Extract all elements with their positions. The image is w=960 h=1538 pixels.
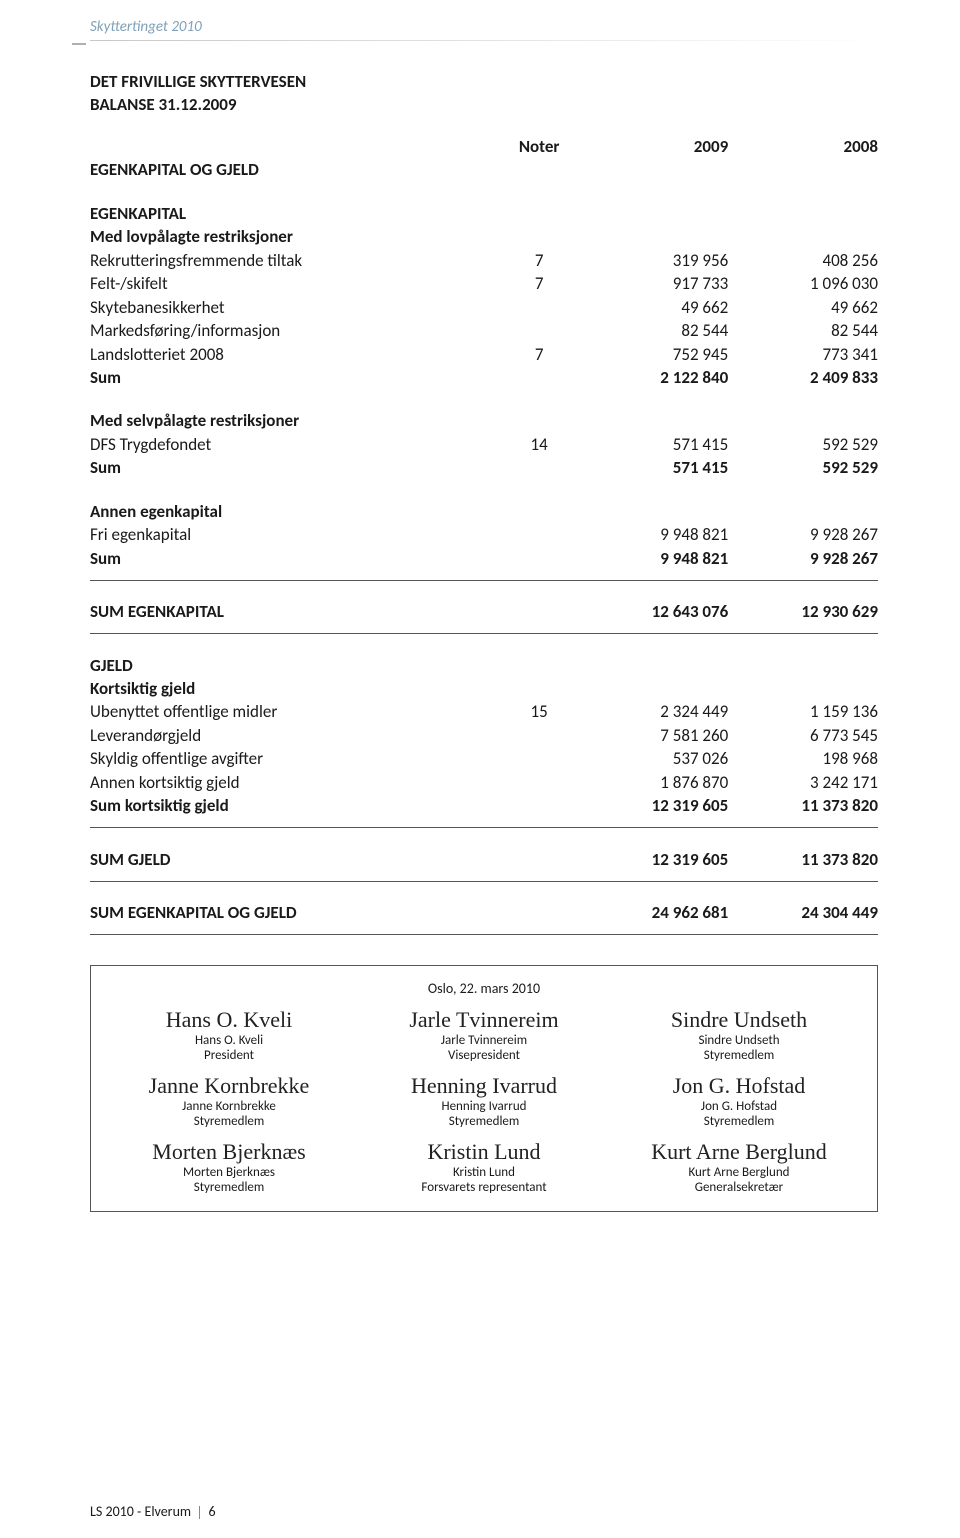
signature-name: Kristin Lund [364, 1165, 604, 1180]
signature-handwriting: Kurt Arne Berglund [619, 1133, 859, 1163]
balance-table: Noter 2009 2008 EGENKAPITAL OG GJELD EGE… [90, 135, 878, 935]
col-2009: 2009 [579, 135, 729, 158]
signature-handwriting: Hans O. Kveli [109, 1001, 349, 1031]
sum-row: Sum 9 948 821 9 928 267 [90, 547, 878, 570]
sum-row: Sum 2 122 840 2 409 833 [90, 366, 878, 389]
signature-row: Morten Bjerknæs Morten Bjerknæs Styremed… [109, 1133, 859, 1195]
table-row: Fri egenkapital 9 948 821 9 928 267 [90, 523, 878, 546]
section-gjeld: GJELD [90, 654, 878, 677]
table-row: Felt-/skifelt 7 917 733 1 096 030 [90, 272, 878, 295]
signature-handwriting: Jarle Tvinnereim [364, 1001, 604, 1031]
signature-role: Styremedlem [619, 1048, 859, 1063]
col-2008: 2008 [728, 135, 878, 158]
section-annen: Annen egenkapital [90, 500, 878, 523]
section-med-lov: Med lovpålagte restriksjoner [90, 225, 878, 248]
section-med-selv: Med selvpålagte restriksjoner [90, 409, 878, 432]
signature-cell: Jarle Tvinnereim Jarle Tvinnereim Visepr… [364, 1001, 604, 1063]
sum-row: Sum kortsiktig gjeld 12 319 605 11 373 8… [90, 794, 878, 817]
header-divider [90, 40, 878, 41]
signature-handwriting: Morten Bjerknæs [109, 1133, 349, 1163]
row-label: Rekrutteringsfremmende tiltak [90, 249, 500, 272]
signature-name: Morten Bjerknæs [109, 1165, 349, 1180]
signature-row: Janne Kornbrekke Janne Kornbrekke Styrem… [109, 1067, 859, 1129]
signature-role: Styremedlem [364, 1114, 604, 1129]
signature-handwriting: Kristin Lund [364, 1133, 604, 1163]
footer-divider [199, 1506, 200, 1519]
signature-name: Jarle Tvinnereim [364, 1033, 604, 1048]
signature-name: Jon G. Hofstad [619, 1099, 859, 1114]
signature-name: Henning Ivarrud [364, 1099, 604, 1114]
label: Med lovpålagte restriksjoner [90, 225, 500, 248]
signature-role: Visepresident [364, 1048, 604, 1063]
signature-cell: Hans O. Kveli Hans O. Kveli President [109, 1001, 349, 1063]
row-note: 7 [500, 249, 579, 272]
signature-role: Generalsekretær [619, 1180, 859, 1195]
footer-location: LS 2010 - Elverum [90, 1503, 191, 1520]
sum-total-row: SUM EGENKAPITAL OG GJELD 24 962 681 24 3… [90, 901, 878, 924]
signature-name: Sindre Undseth [619, 1033, 859, 1048]
section-egenkapital-og-gjeld: EGENKAPITAL OG GJELD [90, 158, 878, 181]
row-2009: 319 956 [579, 249, 729, 272]
signature-cell: Kristin Lund Kristin Lund Forsvarets rep… [364, 1133, 604, 1195]
signature-role: Forsvarets representant [364, 1180, 604, 1195]
page-header-tab: Skyttertinget 2010 [90, 18, 878, 36]
signature-cell: Morten Bjerknæs Morten Bjerknæs Styremed… [109, 1133, 349, 1195]
column-headers: Noter 2009 2008 [90, 135, 878, 158]
signature-cell: Sindre Undseth Sindre Undseth Styremedle… [619, 1001, 859, 1063]
table-row: Ubenyttet offentlige midler 15 2 324 449… [90, 700, 878, 723]
table-row: Landslotteriet 2008 7 752 945 773 341 [90, 343, 878, 366]
table-row: Rekrutteringsfremmende tiltak 7 319 956 … [90, 249, 878, 272]
title-line-1: DET FRIVILLIGE SKYTTERVESEN [90, 71, 878, 94]
row-2008: 408 256 [728, 249, 878, 272]
signature-cell: Henning Ivarrud Henning Ivarrud Styremed… [364, 1067, 604, 1129]
sum-gjeld-row: SUM GJELD 12 319 605 11 373 820 [90, 848, 878, 871]
table-row: Markedsføring/informasjon 82 544 82 544 [90, 319, 878, 342]
signature-name: Janne Kornbrekke [109, 1099, 349, 1114]
label: EGENKAPITAL OG GJELD [90, 158, 500, 181]
signature-role: President [109, 1048, 349, 1063]
table-row: Annen kortsiktig gjeld 1 876 870 3 242 1… [90, 771, 878, 794]
signature-handwriting: Janne Kornbrekke [109, 1067, 349, 1097]
col-noter: Noter [500, 135, 579, 158]
title-line-2: BALANSE 31.12.2009 [90, 94, 878, 117]
section-kortsiktig: Kortsiktig gjeld [90, 677, 878, 700]
signature-place-date: Oslo, 22. mars 2010 [109, 980, 859, 997]
signature-role: Styremedlem [619, 1114, 859, 1129]
signature-cell: Janne Kornbrekke Janne Kornbrekke Styrem… [109, 1067, 349, 1129]
document-title: DET FRIVILLIGE SKYTTERVESEN BALANSE 31.1… [90, 71, 878, 117]
label: EGENKAPITAL [90, 202, 500, 225]
signature-row: Hans O. Kveli Hans O. Kveli President Ja… [109, 1001, 859, 1063]
signature-role: Styremedlem [109, 1180, 349, 1195]
footer-page-number: 6 [208, 1503, 215, 1520]
table-row: Skytebanesikkerhet 49 662 49 662 [90, 296, 878, 319]
sum-egenkapital-row: SUM EGENKAPITAL 12 643 076 12 930 629 [90, 600, 878, 623]
table-row: Skyldig offentlige avgifter 537 026 198 … [90, 747, 878, 770]
signature-panel: Oslo, 22. mars 2010 Hans O. Kveli Hans O… [90, 965, 878, 1212]
header-dash [72, 43, 86, 45]
signature-name: Hans O. Kveli [109, 1033, 349, 1048]
signature-handwriting: Sindre Undseth [619, 1001, 859, 1031]
signature-name: Kurt Arne Berglund [619, 1165, 859, 1180]
page-footer: LS 2010 - Elverum 6 [90, 1503, 216, 1520]
sum-row: Sum 571 415 592 529 [90, 456, 878, 479]
table-row: Leverandørgjeld 7 581 260 6 773 545 [90, 724, 878, 747]
table-row: DFS Trygdefondet 14 571 415 592 529 [90, 433, 878, 456]
signature-cell: Jon G. Hofstad Jon G. Hofstad Styremedle… [619, 1067, 859, 1129]
section-egenkapital: EGENKAPITAL [90, 202, 878, 225]
signature-handwriting: Henning Ivarrud [364, 1067, 604, 1097]
signature-role: Styremedlem [109, 1114, 349, 1129]
signature-cell: Kurt Arne Berglund Kurt Arne Berglund Ge… [619, 1133, 859, 1195]
signature-handwriting: Jon G. Hofstad [619, 1067, 859, 1097]
